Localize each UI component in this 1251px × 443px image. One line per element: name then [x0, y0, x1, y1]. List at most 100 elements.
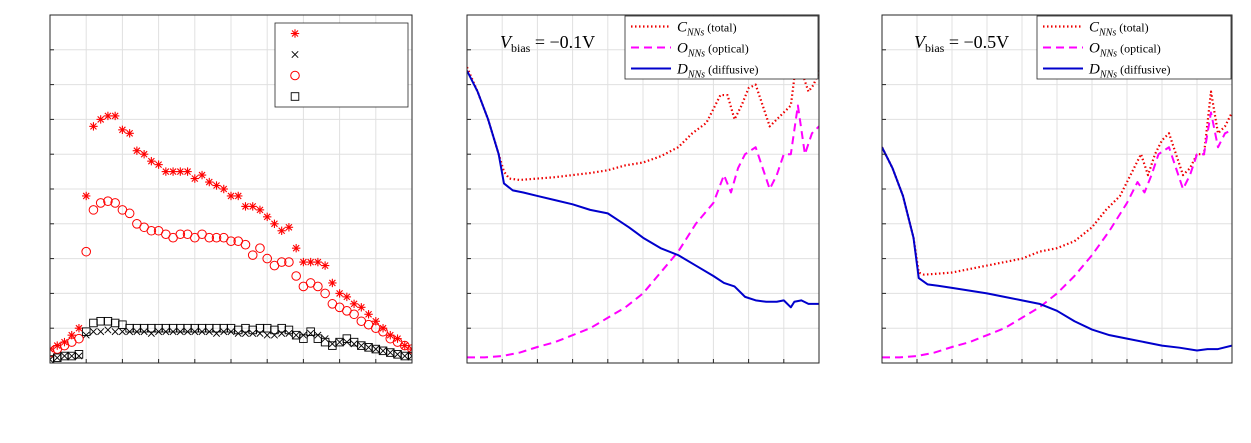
- data-point: [176, 167, 185, 176]
- data-point: [291, 271, 301, 281]
- legend-entry: CNNs (total): [1043, 20, 1149, 39]
- series-3: [50, 196, 412, 358]
- data-point: [342, 292, 352, 302]
- data-point: [96, 316, 105, 326]
- legend-label: ONNs (optical): [1089, 41, 1161, 60]
- data-point: [401, 352, 409, 360]
- data-point: [233, 325, 243, 335]
- data-point: [342, 334, 352, 343]
- series-line: [882, 111, 1232, 359]
- data-point: [313, 334, 323, 343]
- legend-entry: [291, 50, 299, 59]
- data-point: [81, 327, 91, 336]
- data-point: [147, 329, 155, 337]
- data-point: [407, 344, 412, 354]
- data-point: [82, 191, 91, 201]
- data-point: [320, 337, 330, 347]
- legend-marker: [290, 29, 300, 38]
- data-point: [96, 115, 105, 124]
- plot-area: [882, 90, 1232, 359]
- series-2: [467, 104, 819, 359]
- data-point: [81, 246, 91, 257]
- data-point: [68, 352, 76, 360]
- data-point: [154, 160, 163, 169]
- data-point: [240, 239, 251, 250]
- legend: CNNs (total) ONNs (optical) DNNs (diffusiv…: [624, 15, 819, 81]
- data-point: [219, 184, 228, 194]
- data-point: [212, 181, 221, 190]
- data-point: [278, 329, 286, 337]
- data-point: [97, 328, 105, 336]
- data-point: [255, 243, 265, 253]
- data-point: [255, 205, 265, 215]
- data-point: [190, 174, 199, 183]
- data-point: [270, 219, 279, 228]
- data-point: [276, 257, 287, 267]
- legend-entry: ONNs (optical): [1043, 41, 1161, 60]
- data-point: [197, 170, 207, 180]
- data-point: [110, 198, 120, 208]
- series-line: [882, 146, 1232, 352]
- data-point: [132, 146, 142, 155]
- legend-label: ONNs (optical): [677, 41, 749, 60]
- data-point: [103, 316, 113, 326]
- series-1: [50, 111, 412, 354]
- chart-panel-a: [49, 14, 413, 364]
- data-point: [118, 328, 126, 336]
- legend-entry: [290, 29, 300, 38]
- data-point: [365, 343, 373, 351]
- series-2: [882, 111, 1232, 359]
- bias-annotation: Vbias = −0.5V: [914, 32, 1009, 55]
- data-point: [349, 299, 359, 309]
- data-point: [124, 208, 135, 219]
- data-point: [349, 337, 359, 347]
- data-point: [292, 331, 300, 339]
- data-point: [226, 191, 236, 201]
- data-point: [284, 223, 294, 232]
- chart-panel-b: Vbias = −0.1V CNNs (total) ONNs (optical) D…: [466, 14, 820, 364]
- data-point: [400, 341, 409, 350]
- legend-entry: DNNs (diffusive): [631, 62, 759, 81]
- chart-panel-c: Vbias = −0.5V CNNs (total) ONNs (optical) D…: [881, 14, 1233, 364]
- data-point: [248, 202, 257, 211]
- data-point: [74, 350, 84, 359]
- data-point: [118, 125, 127, 135]
- data-point: [147, 156, 156, 166]
- data-point: [313, 257, 323, 267]
- data-point: [364, 310, 373, 319]
- data-point: [320, 261, 330, 270]
- data-point: [263, 212, 272, 222]
- data-point: [204, 232, 215, 243]
- data-point: [320, 288, 330, 299]
- data-point: [408, 352, 412, 360]
- data-point: [299, 257, 308, 267]
- data-point: [103, 111, 113, 121]
- legend-label: CNNs (total): [677, 20, 737, 39]
- data-point: [89, 328, 97, 336]
- data-point: [103, 196, 113, 206]
- data-point: [104, 326, 112, 334]
- data-point: [205, 177, 214, 187]
- legend-entry: CNNs (total): [631, 20, 737, 39]
- data-point: [226, 236, 236, 246]
- data-point: [284, 257, 294, 267]
- legend-entry: ONNs (optical): [631, 41, 749, 60]
- data-point: [211, 232, 222, 243]
- data-point: [270, 331, 278, 339]
- data-point: [306, 327, 315, 336]
- data-point: [284, 325, 294, 335]
- data-point: [89, 122, 98, 131]
- data-point: [248, 325, 257, 335]
- data-point: [378, 326, 388, 337]
- data-point: [336, 338, 344, 346]
- data-point: [407, 344, 412, 354]
- legend-label: DNNs (diffusive): [676, 62, 759, 81]
- legend-entry: [290, 70, 300, 81]
- data-point: [175, 229, 186, 240]
- data-point: [241, 202, 250, 211]
- legend-marker: [290, 92, 300, 101]
- data-point: [349, 309, 359, 320]
- data-point: [379, 347, 387, 355]
- data-point: [263, 331, 271, 339]
- data-point: [357, 303, 366, 312]
